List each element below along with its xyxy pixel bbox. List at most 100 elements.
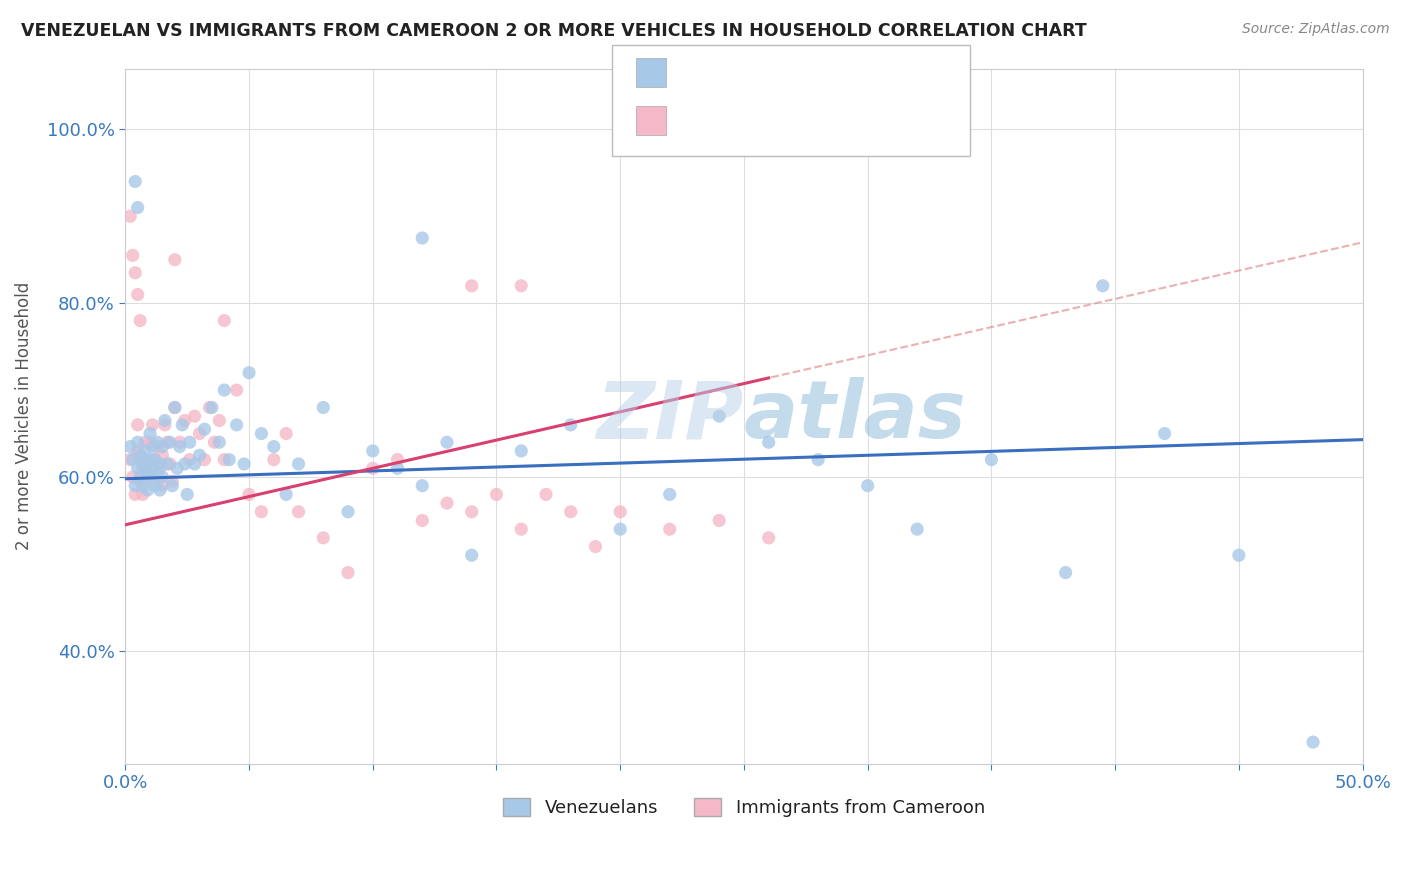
Point <box>159 435 181 450</box>
Point <box>560 505 582 519</box>
Point <box>149 461 172 475</box>
Point <box>411 231 433 245</box>
Point <box>201 401 224 415</box>
Point <box>250 426 273 441</box>
Point <box>225 417 247 432</box>
Point <box>510 444 533 458</box>
Point <box>387 461 409 475</box>
Point <box>233 457 256 471</box>
Point <box>179 435 201 450</box>
Point <box>276 426 298 441</box>
Point <box>136 466 159 480</box>
Text: R = 0.075   N = 72: R = 0.075 N = 72 <box>681 62 859 82</box>
Point <box>436 435 458 450</box>
Point <box>173 413 195 427</box>
Point <box>163 401 186 415</box>
Point <box>134 444 156 458</box>
Point <box>361 444 384 458</box>
Point <box>218 452 240 467</box>
Point <box>146 466 169 480</box>
Point <box>131 479 153 493</box>
Point <box>152 479 174 493</box>
Point <box>411 479 433 493</box>
Point <box>139 426 162 441</box>
Text: R = 0.283   N = 58: R = 0.283 N = 58 <box>681 111 859 130</box>
Point <box>510 278 533 293</box>
Point <box>436 496 458 510</box>
Point <box>149 457 172 471</box>
Y-axis label: 2 or more Vehicles in Household: 2 or more Vehicles in Household <box>15 282 32 550</box>
Point <box>461 548 484 562</box>
Point <box>658 487 681 501</box>
Point <box>149 483 172 497</box>
Point <box>1054 566 1077 580</box>
Point <box>134 452 156 467</box>
Point <box>179 452 201 467</box>
Point <box>276 487 298 501</box>
Point <box>287 505 309 519</box>
Point <box>153 413 176 427</box>
Point <box>461 505 484 519</box>
Point <box>143 479 166 493</box>
Point <box>156 457 179 471</box>
Point <box>131 487 153 501</box>
Point <box>127 287 149 301</box>
Point <box>312 401 335 415</box>
Point <box>136 470 159 484</box>
Point <box>131 457 153 471</box>
Point <box>214 383 236 397</box>
Point <box>163 401 186 415</box>
Point <box>129 470 152 484</box>
Point <box>172 417 194 432</box>
Point <box>856 479 879 493</box>
Point <box>121 248 143 262</box>
Point <box>461 278 484 293</box>
Point <box>905 522 928 536</box>
Point <box>124 487 146 501</box>
Point <box>560 417 582 432</box>
Point <box>127 461 149 475</box>
Point <box>136 483 159 497</box>
Point <box>1091 278 1114 293</box>
Point <box>152 448 174 462</box>
Point <box>120 452 142 467</box>
Point <box>238 366 260 380</box>
Point <box>225 383 247 397</box>
Point <box>609 522 631 536</box>
Point <box>176 487 198 501</box>
Point <box>183 409 205 424</box>
Point <box>188 426 211 441</box>
Point <box>337 566 360 580</box>
Point <box>121 470 143 484</box>
Point <box>169 435 191 450</box>
Point <box>709 513 731 527</box>
Point <box>162 475 184 489</box>
Point <box>758 531 780 545</box>
Point <box>163 252 186 267</box>
Point <box>263 440 285 454</box>
Point <box>287 457 309 471</box>
Point <box>361 461 384 475</box>
Point <box>129 448 152 462</box>
Point <box>124 174 146 188</box>
Point <box>387 452 409 467</box>
Point <box>134 435 156 450</box>
Point <box>129 313 152 327</box>
Text: ZIP: ZIP <box>596 377 744 455</box>
Point <box>510 522 533 536</box>
Point <box>198 401 221 415</box>
Point <box>337 505 360 519</box>
Point <box>214 452 236 467</box>
Point <box>139 435 162 450</box>
Point <box>1227 548 1250 562</box>
Point <box>485 487 508 501</box>
Point <box>166 461 188 475</box>
Point <box>609 505 631 519</box>
Point <box>980 452 1002 467</box>
Point <box>214 313 236 327</box>
Point <box>143 452 166 467</box>
Point <box>807 452 830 467</box>
Point <box>129 475 152 489</box>
Text: atlas: atlas <box>744 377 967 455</box>
Point <box>585 540 607 554</box>
